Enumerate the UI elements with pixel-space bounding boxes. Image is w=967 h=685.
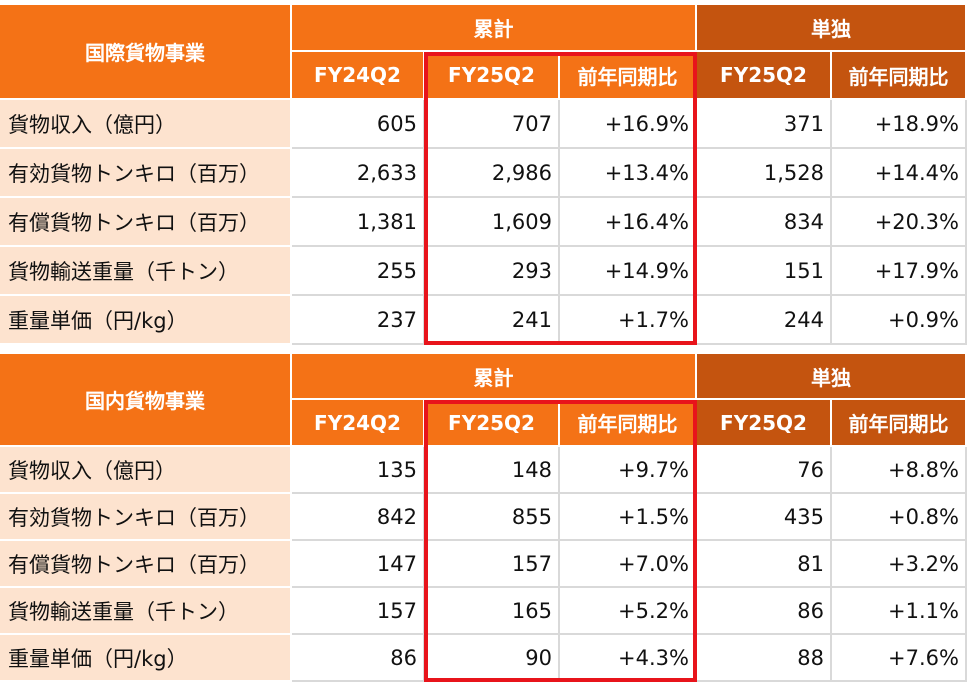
value-cell: +5.2% [560,588,697,635]
group-header: 単独 [697,354,967,400]
table-title: 国際貨物事業 [0,5,292,100]
column-header: 前年同期比 [832,400,967,447]
value-cell: 435 [697,494,832,541]
value-cell: 1,381 [292,198,425,247]
value-cell: 293 [425,247,560,296]
value-cell: +14.9% [560,247,697,296]
group-header: 単独 [697,5,967,52]
group-header: 累計 [292,354,697,400]
value-cell: 707 [425,100,560,149]
value-cell: +7.6% [832,635,967,682]
value-cell: +17.9% [832,247,967,296]
value-cell: 842 [292,494,425,541]
row-label: 重量単価（円/kg） [0,296,292,345]
value-cell: 255 [292,247,425,296]
value-cell: 1,609 [425,198,560,247]
value-cell: 135 [292,447,425,494]
column-header: FY25Q2 [697,400,832,447]
value-cell: 88 [697,635,832,682]
value-cell: +16.9% [560,100,697,149]
value-cell: +16.4% [560,198,697,247]
value-cell: 605 [292,100,425,149]
row-label: 貨物輸送重量（千トン） [0,588,292,635]
value-cell: +7.0% [560,541,697,588]
table-title: 国内貨物事業 [0,354,292,447]
row-label: 重量単価（円/kg） [0,635,292,682]
value-cell: 2,986 [425,149,560,198]
value-cell: 151 [697,247,832,296]
value-cell: 2,633 [292,149,425,198]
column-header: FY25Q2 [697,52,832,100]
value-cell: 157 [292,588,425,635]
value-cell: 90 [425,635,560,682]
column-header: FY25Q2 [425,52,560,100]
value-cell: +8.8% [832,447,967,494]
value-cell: 244 [697,296,832,345]
value-cell: 86 [292,635,425,682]
column-header: 前年同期比 [832,52,967,100]
value-cell: 855 [425,494,560,541]
value-cell: +0.9% [832,296,967,345]
row-label: 貨物収入（億円） [0,447,292,494]
column-header: 前年同期比 [560,400,697,447]
value-cell: 157 [425,541,560,588]
row-label: 有効貨物トンキロ（百万） [0,149,292,198]
row-label: 有効貨物トンキロ（百万） [0,494,292,541]
value-cell: 371 [697,100,832,149]
value-cell: 76 [697,447,832,494]
value-cell: 86 [697,588,832,635]
row-label: 貨物輸送重量（千トン） [0,247,292,296]
column-header: FY24Q2 [292,52,425,100]
column-header: FY25Q2 [425,400,560,447]
value-cell: 165 [425,588,560,635]
value-cell: +18.9% [832,100,967,149]
column-header: FY24Q2 [292,400,425,447]
value-cell: 241 [425,296,560,345]
value-cell: +1.1% [832,588,967,635]
value-cell: +13.4% [560,149,697,198]
value-cell: +0.8% [832,494,967,541]
value-cell: +9.7% [560,447,697,494]
row-label: 貨物収入（億円） [0,100,292,149]
value-cell: 148 [425,447,560,494]
value-cell: +3.2% [832,541,967,588]
value-cell: +20.3% [832,198,967,247]
value-cell: 834 [697,198,832,247]
value-cell: +14.4% [832,149,967,198]
row-label: 有償貨物トンキロ（百万） [0,541,292,588]
value-cell: 1,528 [697,149,832,198]
value-cell: 147 [292,541,425,588]
value-cell: +1.5% [560,494,697,541]
row-label: 有償貨物トンキロ（百万） [0,198,292,247]
group-header: 累計 [292,5,697,52]
value-cell: 237 [292,296,425,345]
column-header: 前年同期比 [560,52,697,100]
value-cell: +1.7% [560,296,697,345]
value-cell: +4.3% [560,635,697,682]
value-cell: 81 [697,541,832,588]
